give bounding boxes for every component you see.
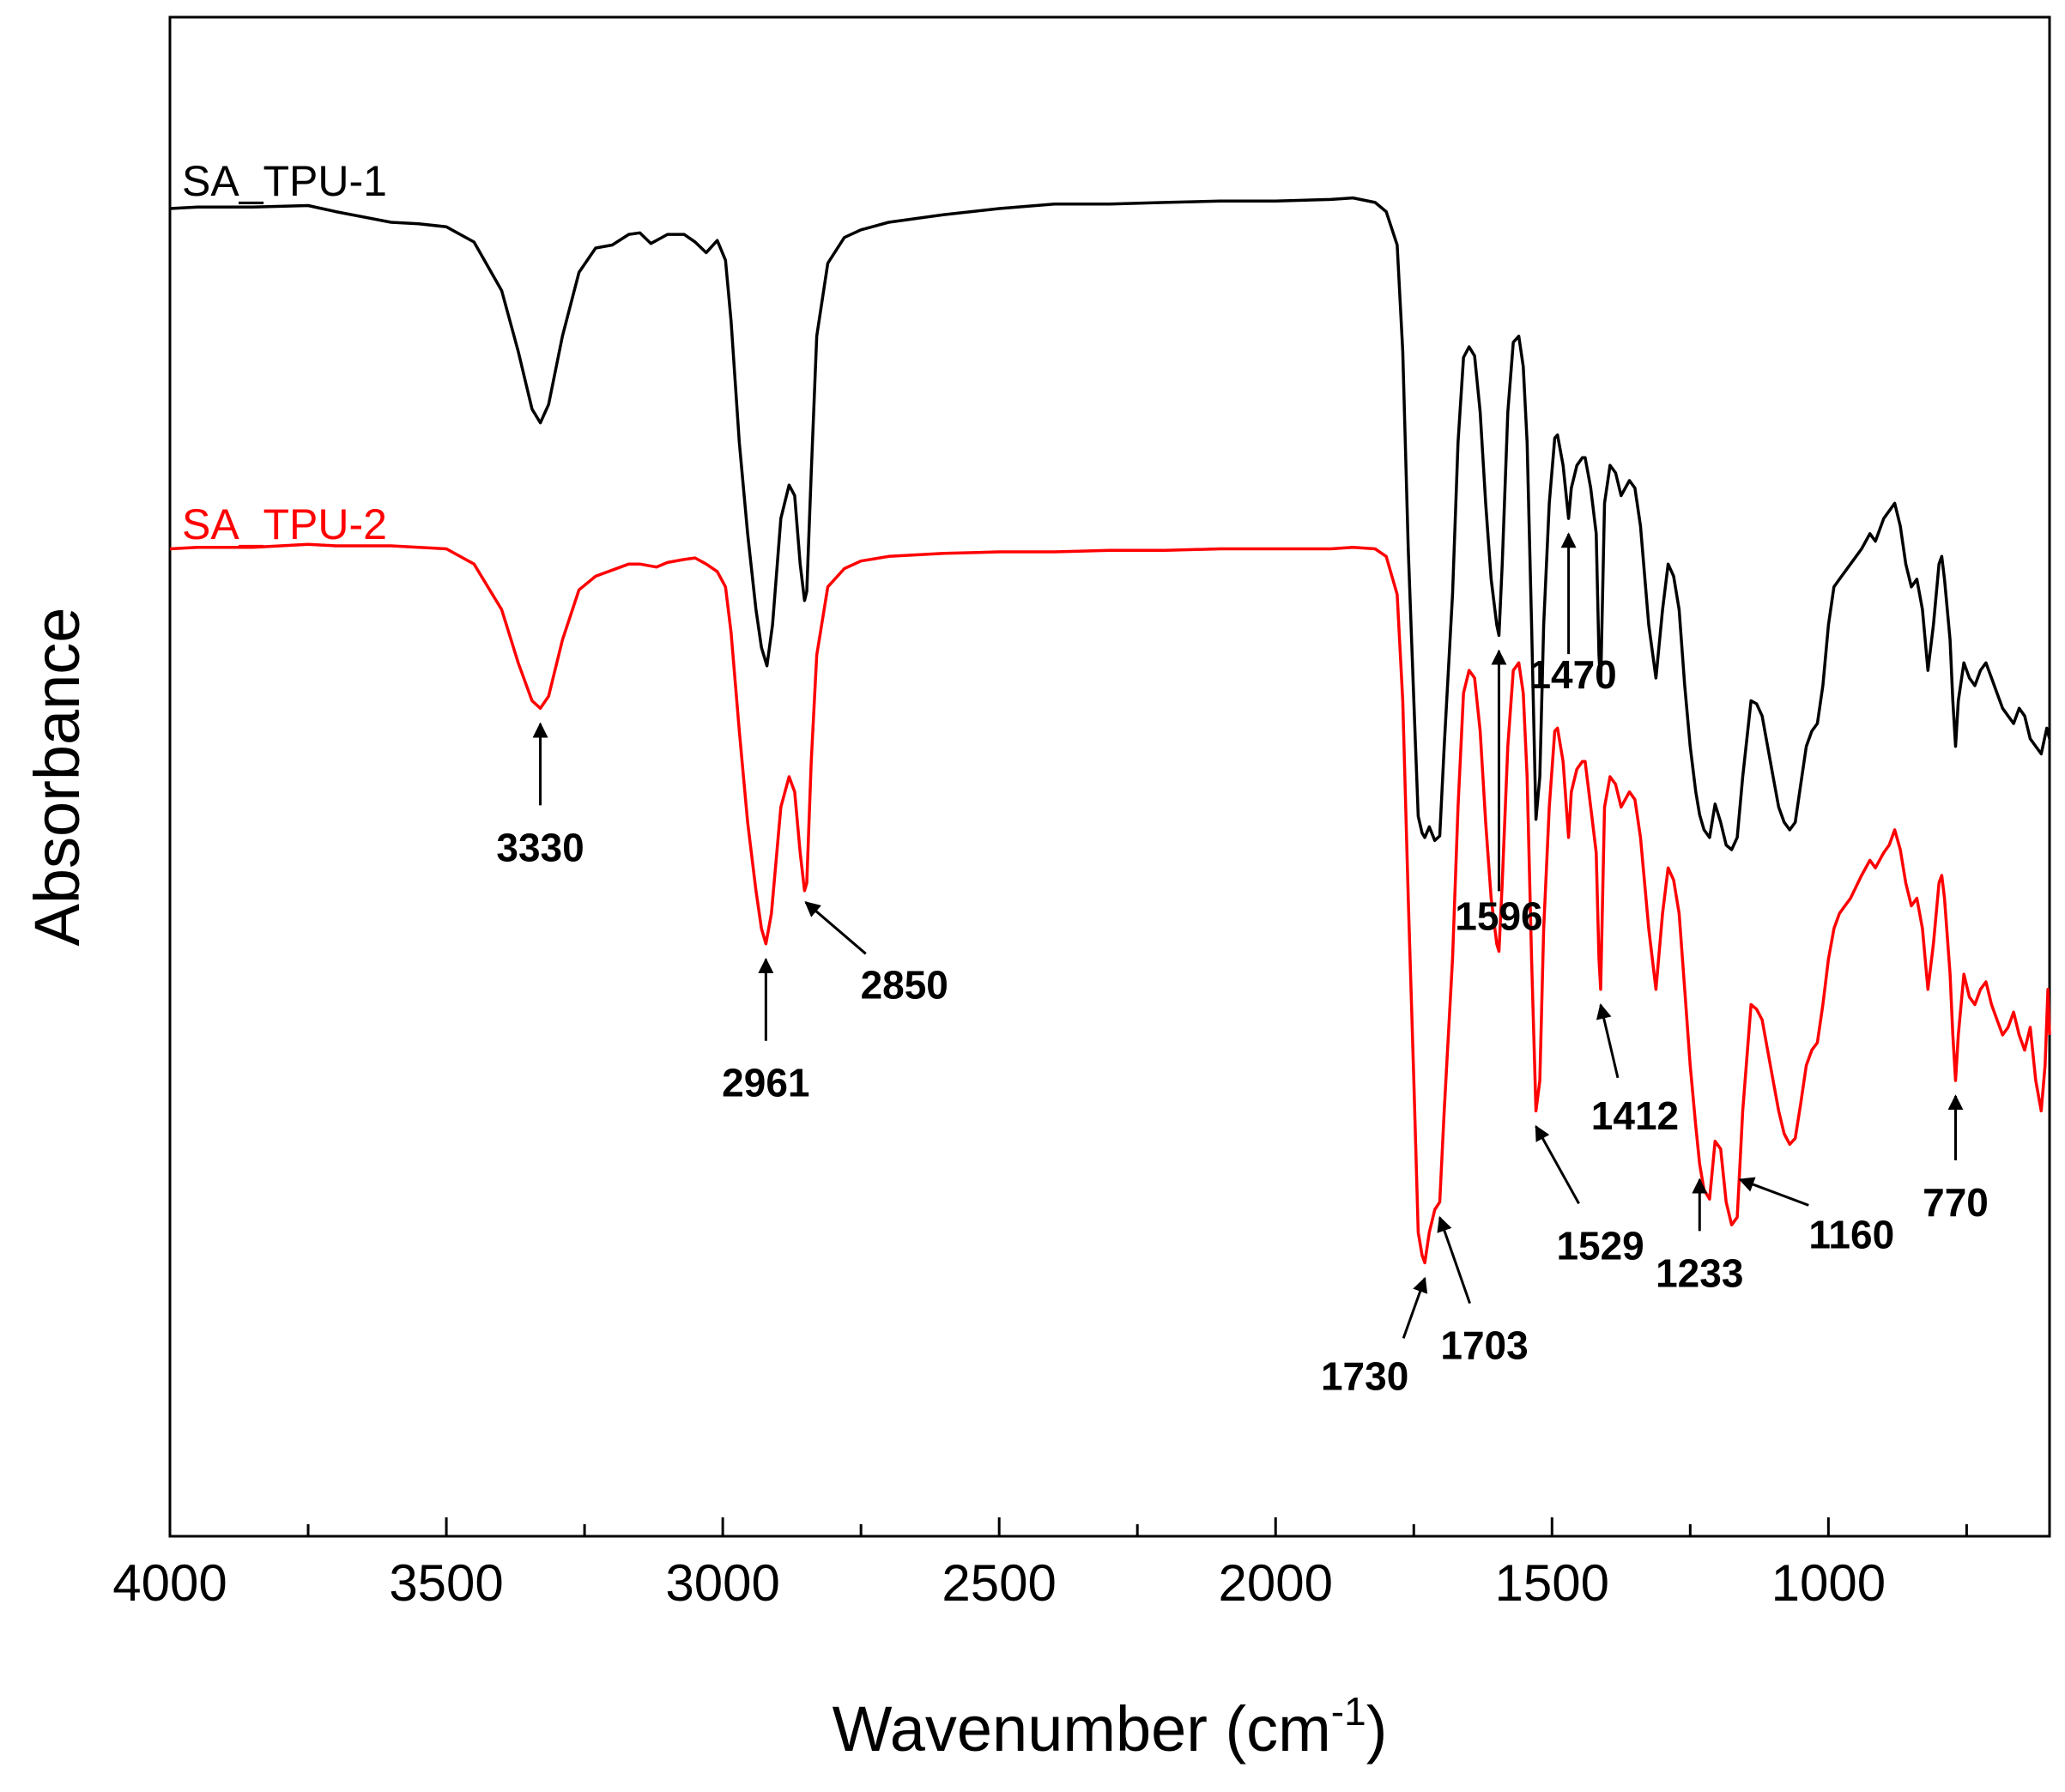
peak-arrow-1412 [1596,1003,1620,1079]
series-line-sa-tpu-1 [169,196,2051,851]
series-line-sa-tpu-2 [169,542,2051,1265]
peak-label-770: 770 [1923,1180,1989,1225]
peak-label-3330: 3330 [496,825,584,869]
x-tick-label: 1000 [1771,1554,1886,1612]
peak-arrow-1160 [1738,1177,1809,1207]
peak-annotations: 3330 2961 2850 1730 1703 1596 1529 1470 1412 1233… [496,532,1989,1398]
peak-label-1596: 1596 [1455,893,1542,938]
x-tick-label: 3500 [389,1554,503,1612]
peak-arrow-2850 [804,901,867,955]
peak-label-2961: 2961 [722,1061,809,1105]
peak-label-1470: 1470 [1529,652,1616,697]
x-tick-label: 2500 [942,1554,1056,1612]
x-axis-ticks: 4000 3500 3000 2500 2000 1500 1000 [112,1517,1968,1612]
peak-arrow-1730 [1402,1276,1428,1339]
y-axis-title: Absorbance [21,608,93,947]
series-label-sa-tpu-1: SA_TPU-1 [182,157,387,205]
peak-label-1529: 1529 [1556,1223,1644,1268]
peak-label-1703: 1703 [1440,1323,1528,1368]
x-tick-label: 4000 [112,1554,227,1612]
plot-frame [168,15,2051,1538]
series-lines [169,196,2051,1265]
peak-label-1233: 1233 [1656,1250,1743,1295]
series-label-sa-tpu-2: SA_TPU-2 [182,500,387,548]
x-tick-label: 2000 [1218,1554,1332,1612]
x-axis-title-superscript: -1 [1331,1689,1366,1734]
peak-label-1412: 1412 [1591,1093,1679,1138]
peak-arrow-1703 [1437,1215,1471,1305]
x-tick-label: 3000 [665,1554,779,1612]
peak-arrow-1529 [1535,1124,1580,1205]
peak-label-2850: 2850 [861,962,948,1007]
peak-label-1160: 1160 [1808,1212,1894,1256]
x-axis-title: Wavenumber (cm-1) [833,1689,1388,1765]
x-tick-label: 1500 [1495,1554,1609,1612]
peak-label-1730: 1730 [1321,1353,1408,1398]
x-axis-title-close: ) [1366,1693,1388,1765]
x-axis-title-main: Wavenumber (cm [833,1693,1331,1765]
